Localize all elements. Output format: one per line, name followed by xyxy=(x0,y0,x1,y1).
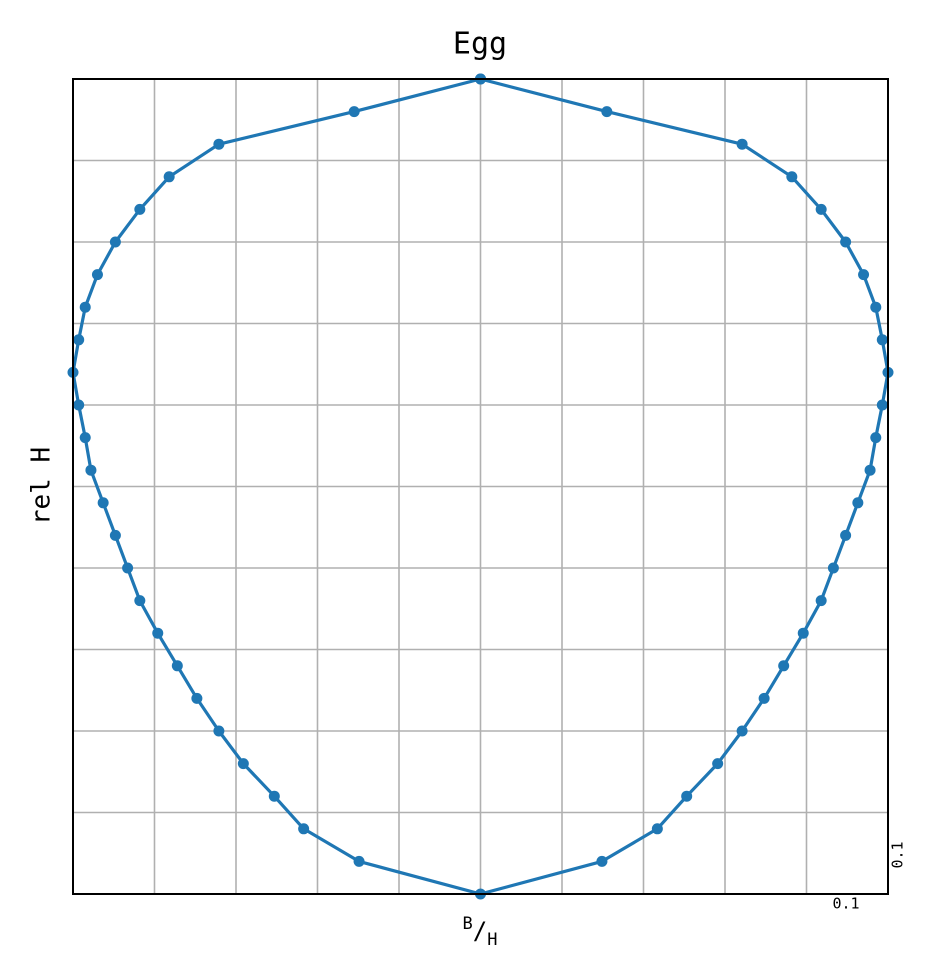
marker xyxy=(870,432,882,444)
marker xyxy=(651,823,663,835)
marker xyxy=(163,171,175,183)
marker xyxy=(152,627,164,639)
annotation: 0.1 xyxy=(832,895,859,913)
marker xyxy=(797,627,809,639)
marker xyxy=(736,725,748,737)
x-label-sup: B xyxy=(463,914,473,934)
marker xyxy=(79,301,91,313)
marker xyxy=(85,464,97,476)
chart-title: Egg xyxy=(453,27,507,62)
annotation: 0.1 xyxy=(889,841,907,868)
marker xyxy=(840,529,852,541)
marker xyxy=(876,399,888,411)
x-label-sub: H xyxy=(487,930,497,950)
marker xyxy=(73,334,85,346)
marker xyxy=(171,660,183,672)
marker xyxy=(852,497,864,509)
marker xyxy=(348,106,360,118)
marker xyxy=(213,725,225,737)
x-label-slash: / xyxy=(473,917,487,945)
marker xyxy=(353,855,365,867)
marker xyxy=(876,334,888,346)
marker xyxy=(213,138,225,150)
marker xyxy=(268,790,280,802)
marker xyxy=(596,855,608,867)
marker xyxy=(298,823,310,835)
marker xyxy=(786,171,798,183)
marker xyxy=(736,138,748,150)
marker xyxy=(681,790,693,802)
marker xyxy=(758,692,770,704)
marker xyxy=(191,692,203,704)
marker xyxy=(109,529,121,541)
y-axis-label: rel H xyxy=(27,447,57,525)
marker xyxy=(815,203,827,215)
marker xyxy=(97,497,109,509)
marker xyxy=(858,269,870,281)
marker xyxy=(73,399,85,411)
marker xyxy=(778,660,790,672)
marker xyxy=(712,758,724,770)
marker xyxy=(827,562,839,574)
marker xyxy=(815,595,827,607)
marker xyxy=(840,236,852,248)
marker xyxy=(864,464,876,476)
marker xyxy=(91,269,103,281)
marker xyxy=(109,236,121,248)
x-axis-label: B/H xyxy=(463,914,498,950)
plot-frame xyxy=(72,78,889,895)
marker xyxy=(122,562,134,574)
marker xyxy=(134,595,146,607)
marker xyxy=(134,203,146,215)
marker xyxy=(601,106,613,118)
marker xyxy=(237,758,249,770)
marker xyxy=(79,432,91,444)
marker xyxy=(870,301,882,313)
